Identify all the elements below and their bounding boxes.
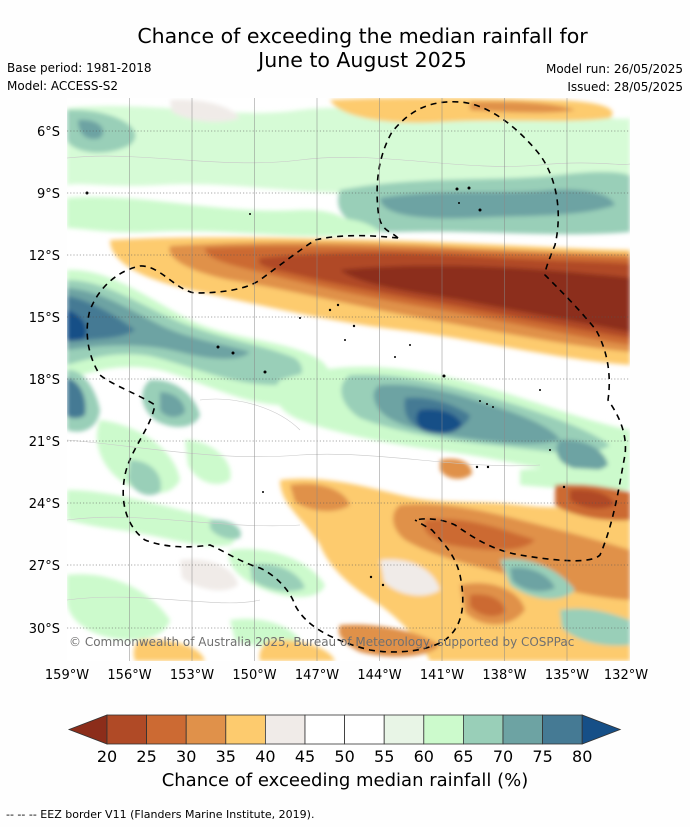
base-period: Base period: 1981-2018 — [7, 61, 152, 75]
lon-label: 150°W — [232, 668, 276, 683]
colorbar-tick-label: 20 — [97, 747, 117, 766]
lon-label: 159°W — [45, 668, 89, 683]
lon-label: 135°W — [545, 668, 589, 683]
lon-labels: 159°W 156°W 153°W 150°W 147°W 144°W 141°… — [45, 668, 648, 683]
map-grid-meridians — [129, 98, 568, 661]
colorbar-tick-label: 75 — [532, 747, 552, 766]
colorbar-tick-label: 25 — [136, 747, 156, 766]
colorbar-swatch — [106, 714, 147, 745]
eez-legend: -- -- -- EEZ border V11 (Flanders Marine… — [6, 808, 315, 821]
lat-label: 12°S — [29, 249, 60, 264]
colorbar-swatch — [225, 714, 266, 745]
copyright-notice: © Commonwealth of Australia 2025, Bureau… — [69, 635, 574, 649]
lon-label: 153°W — [170, 668, 214, 683]
colorbar-tick-label: 45 — [295, 747, 315, 766]
eez-borders — [86, 100, 627, 653]
colorbar-tick-label: 35 — [216, 747, 236, 766]
lat-labels: 6°S 9°S 12°S 15°S 18°S 21°S 24°S 27°S 30… — [29, 125, 60, 637]
title-line-2: June to August 2025 — [258, 48, 467, 72]
colorbar-swatch — [502, 714, 543, 745]
meta-right: Model run: 26/05/2025 Issued: 28/05/2025 — [546, 60, 683, 96]
colorbar-swatch — [304, 714, 345, 745]
colorbar-swatch — [542, 714, 583, 745]
model-name: Model: ACCESS-S2 — [7, 79, 119, 93]
lat-label: 24°S — [29, 497, 60, 512]
colorbar-tick-label: 70 — [493, 747, 513, 766]
title-line-1: Chance of exceeding the median rainfall … — [137, 24, 588, 48]
colorbar-arrow-high — [581, 714, 622, 745]
lon-label: 138°W — [482, 668, 526, 683]
lat-label: 30°S — [29, 622, 60, 637]
map-title: Chance of exceeding the median rainfall … — [0, 24, 690, 72]
lat-label: 18°S — [29, 373, 60, 388]
lat-label: 21°S — [29, 435, 60, 450]
colorbar-tick-label: 50 — [334, 747, 354, 766]
colorbar-tick-label: 30 — [176, 747, 196, 766]
issued-date: Issued: 28/05/2025 — [567, 80, 683, 94]
lat-label: 6°S — [37, 125, 60, 140]
colorbar-swatch — [344, 714, 385, 745]
colorbar-tick-label: 40 — [255, 747, 275, 766]
colorbar: 20 25 30 35 40 45 50 55 60 65 70 75 80 — [67, 714, 622, 766]
lon-label: 132°W — [604, 668, 648, 683]
lon-label: 144°W — [357, 668, 401, 683]
meta-left: Base period: 1981-2018 Model: ACCESS-S2 — [7, 59, 152, 95]
colorbar-swatch — [462, 714, 504, 745]
colorbar-tick-label: 65 — [453, 747, 473, 766]
colorbar-title: Chance of exceeding median rainfall (%) — [161, 770, 529, 791]
lat-label: 27°S — [29, 559, 60, 574]
colorbar-swatch — [423, 714, 464, 745]
lat-label: 9°S — [37, 187, 60, 202]
model-run: Model run: 26/05/2025 — [545, 62, 683, 76]
colorbar-tick-label: 60 — [414, 747, 434, 766]
lon-label: 156°W — [107, 668, 151, 683]
colorbar-tick-label: 55 — [374, 747, 394, 766]
lon-label: 147°W — [295, 668, 339, 683]
rainfall-field: © Commonwealth of Australia 2025, Bureau… — [67, 98, 630, 661]
lon-label: 141°W — [420, 668, 464, 683]
colorbar-swatch — [185, 714, 227, 745]
colorbar-tick-label: 80 — [572, 747, 592, 766]
colorbar-swatch — [146, 714, 187, 745]
colorbar-swatch — [383, 714, 425, 745]
colorbar-arrow-low — [67, 714, 108, 745]
colorbar-swatch — [264, 714, 306, 745]
lat-label: 15°S — [29, 311, 60, 326]
map-grid — [67, 130, 630, 629]
